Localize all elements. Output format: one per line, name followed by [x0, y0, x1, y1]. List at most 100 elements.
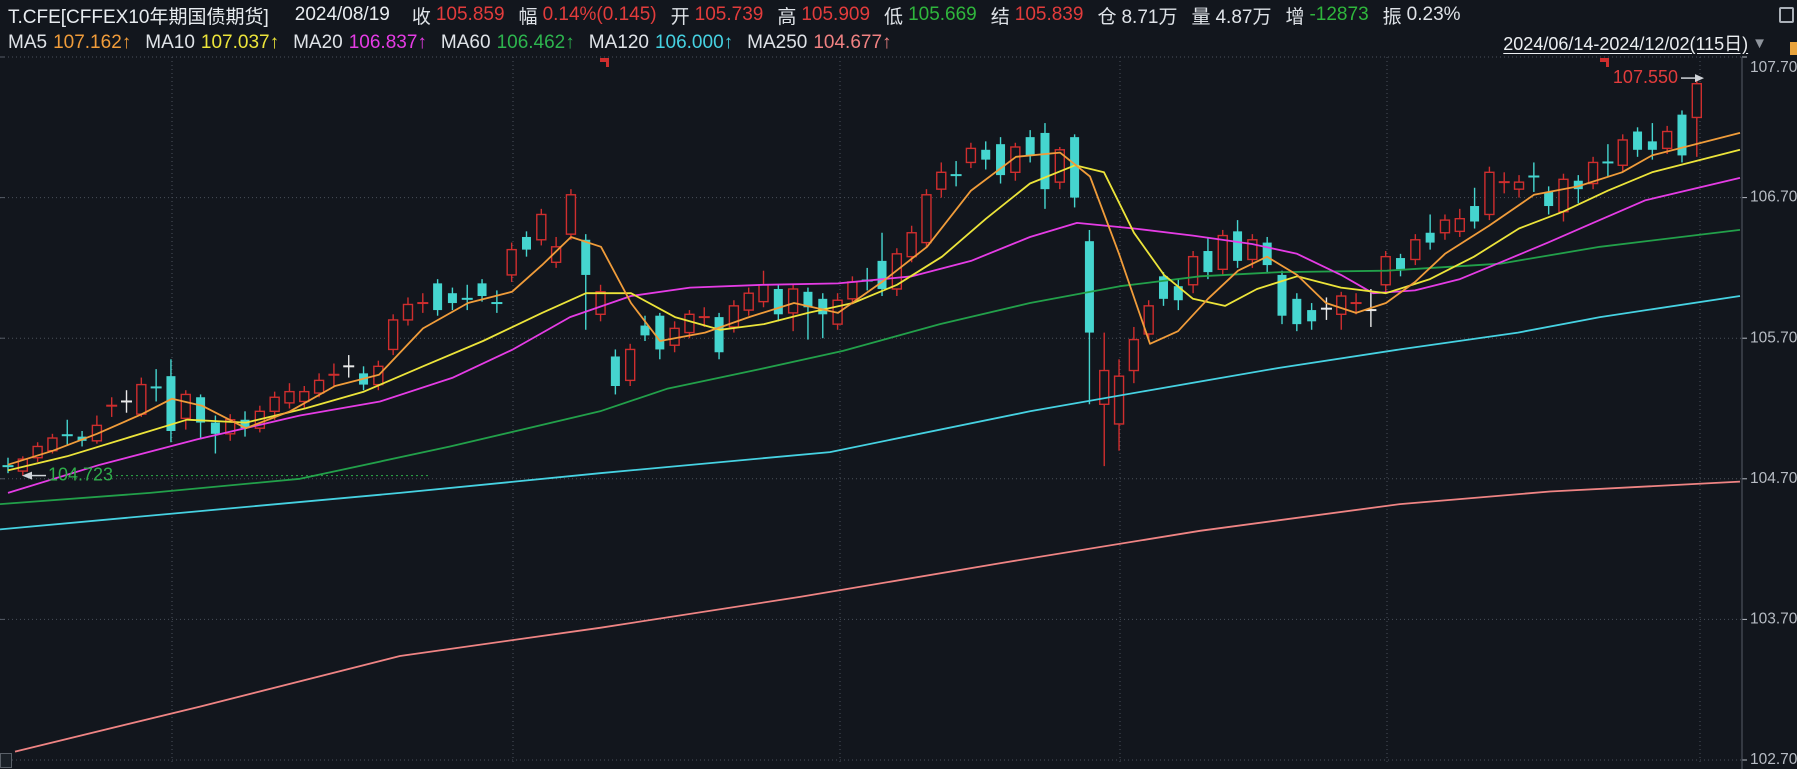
candle-up	[1484, 171, 1495, 216]
candle-down	[1277, 274, 1287, 316]
quote-field-收: 收 105.859	[411, 4, 505, 28]
candle-up	[387, 319, 399, 351]
candle-up	[180, 393, 191, 420]
candle-up	[1054, 149, 1065, 183]
candle-down	[655, 315, 665, 350]
candle-up	[269, 396, 280, 413]
candle-up	[1617, 139, 1628, 166]
candle-down	[818, 298, 828, 315]
candle-up	[32, 445, 43, 459]
candle-up	[1661, 130, 1673, 150]
candle-up	[1410, 239, 1421, 261]
chevron-down-icon[interactable]: ▼	[1752, 34, 1767, 52]
candle-down	[477, 283, 487, 297]
candle-down	[610, 356, 620, 387]
candle-down	[1544, 191, 1554, 207]
candle-down	[1233, 231, 1243, 261]
ma-line-MA10	[7, 148, 1741, 472]
quote-field-结: 结 105.839	[990, 4, 1084, 28]
low-annotation: 104.723	[22, 464, 430, 484]
quote-field-幅: 幅 0.14%(0.145)	[518, 4, 657, 28]
date-range-selector[interactable]: 2024/06/14-2024/12/02(115日) ▼	[1503, 31, 1767, 55]
candle-down	[196, 397, 206, 423]
candle-down	[1173, 286, 1183, 301]
ma-line-MA20	[7, 177, 1741, 494]
ma-lines	[0, 132, 1741, 753]
candle-down	[1084, 241, 1094, 333]
high-annotation: 107.550	[1613, 67, 1704, 87]
candle-up	[402, 303, 414, 321]
candle-up	[565, 194, 577, 235]
candle-up	[1247, 239, 1258, 261]
y-axis-label: 104.70	[1750, 470, 1797, 487]
corner-handle[interactable]	[0, 753, 12, 768]
date-range-label[interactable]: 2024/06/14-2024/12/02(115日)	[1503, 34, 1749, 54]
candle-down	[1040, 132, 1050, 190]
candle-up	[936, 171, 947, 190]
window-restore-icon[interactable]	[1779, 7, 1794, 23]
candle-down	[1025, 137, 1035, 156]
ma-legend-MA20: MA20 106.837↑	[293, 31, 427, 53]
candle-down	[877, 260, 887, 289]
candle-down	[447, 293, 457, 304]
quote-field-开: 开 105.739	[670, 4, 764, 28]
ma-legend: MA5 107.162↑ MA10 107.037↑ MA20 106.837↑ MA60 1…	[8, 32, 906, 54]
y-axis-label: 103.70	[1750, 610, 1797, 627]
candle-up	[1336, 295, 1347, 315]
candle-up	[847, 281, 858, 300]
flag-marker	[1600, 58, 1609, 67]
candle-up	[624, 348, 636, 382]
candle-up	[1099, 369, 1110, 405]
candle-down	[521, 236, 531, 250]
quote-fields: 收 105.859 幅 0.14%(0.145) 开 105.739 高 105.909 低 10…	[412, 2, 1475, 29]
candle-down	[640, 325, 650, 336]
candle-up	[1587, 161, 1599, 185]
edge-fragment	[1790, 42, 1797, 55]
flag-marker	[600, 58, 609, 67]
ma-legend-MA250: MA250 104.677↑	[747, 31, 892, 53]
candle-up	[1187, 255, 1199, 286]
ma-line-MA5	[7, 132, 1741, 466]
candle-up	[1217, 234, 1228, 271]
ma-legend-MA120: MA120 106.000↑	[588, 31, 734, 53]
quote-field-增: 增 -12873	[1285, 4, 1369, 28]
ma-legend-MA10: MA10 107.037↑	[145, 31, 280, 53]
candle-up	[758, 284, 769, 303]
ma-legend-MA60: MA60 106.462↑	[440, 31, 575, 53]
candle-up	[299, 390, 310, 403]
candle-up	[506, 248, 517, 276]
candle-down	[1573, 180, 1583, 190]
candle-up	[1558, 178, 1569, 213]
ma-line-MA120	[0, 295, 1741, 531]
candle-up	[284, 390, 295, 404]
y-axis-label: 102.70	[1750, 751, 1797, 768]
candle-up	[965, 147, 977, 164]
quote-field-量: 量 4.87万	[1191, 6, 1272, 28]
ma-line-MA250	[14, 480, 1741, 753]
candle-up	[906, 232, 917, 258]
candle-down	[433, 283, 443, 311]
candle-down	[1262, 242, 1272, 266]
candle-down	[1470, 206, 1480, 222]
candle-down	[773, 288, 783, 315]
quote-field-仓: 仓 8.71万	[1097, 6, 1178, 28]
low-annotation-label: 104.723	[48, 464, 113, 484]
candle-up	[313, 379, 325, 394]
ma-legend-row: MA5 107.162↑ MA10 107.037↑ MA20 106.837↑ MA60 1…	[0, 29, 1797, 56]
candle-down	[1203, 251, 1213, 273]
candle-up	[684, 313, 695, 334]
candle-up	[921, 194, 932, 244]
candle-down	[996, 144, 1006, 176]
y-axis-label: 105.70	[1750, 329, 1797, 346]
candle-up	[1439, 219, 1451, 234]
candle-down	[981, 149, 991, 160]
candle-up	[136, 383, 147, 415]
candle-down	[1307, 310, 1317, 322]
symbol-title: T.CFE[CFFEX10年期国债期货]	[8, 6, 269, 28]
candle-down	[1633, 131, 1643, 150]
ma-line-MA60	[0, 229, 1741, 505]
quote-field-高: 高 105.909	[777, 4, 871, 28]
candle-down	[714, 317, 724, 353]
